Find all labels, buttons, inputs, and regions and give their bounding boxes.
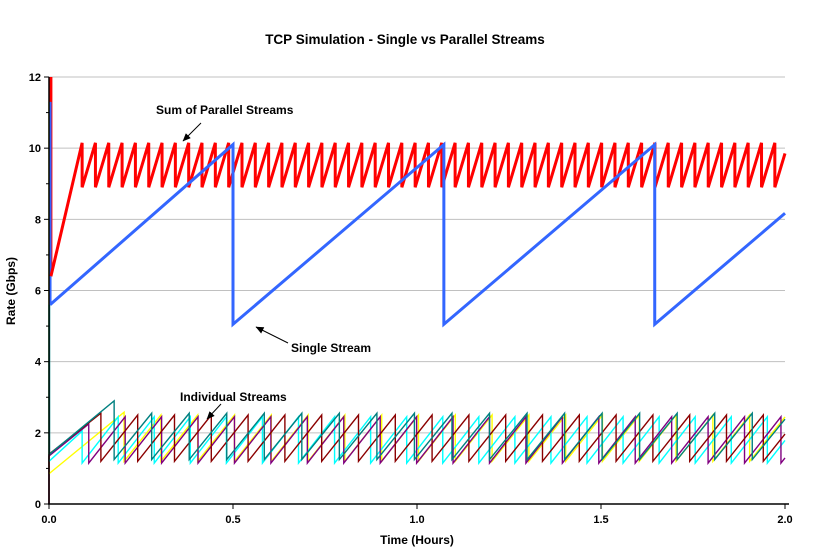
series-single-stream bbox=[49, 141, 786, 328]
x-axis-label: Time (Hours) bbox=[380, 533, 454, 547]
x-tick-label: 2.0 bbox=[777, 514, 792, 526]
x-tick-label: 0.0 bbox=[41, 514, 56, 526]
series-sum-of-parallel-streams bbox=[49, 142, 787, 277]
y-tick-label: 0 bbox=[35, 499, 41, 511]
y-tick-label: 10 bbox=[29, 143, 41, 155]
y-tick-label: 6 bbox=[35, 286, 41, 298]
annotation-sum-of-parallel-streams: Sum of Parallel Streams bbox=[156, 103, 294, 117]
chart-title: TCP Simulation - Single vs Parallel Stre… bbox=[265, 32, 545, 47]
x-tick-label: 0.5 bbox=[225, 514, 240, 526]
annotation-individual-streams: Individual Streams bbox=[180, 390, 287, 404]
y-tick-label: 4 bbox=[35, 357, 42, 369]
annotation-arrow bbox=[182, 122, 202, 142]
annotation-arrow bbox=[255, 326, 289, 344]
series-individual-stream-5 bbox=[49, 399, 786, 462]
series-individual-stream-2 bbox=[48, 414, 786, 466]
y-tick-label: 2 bbox=[35, 428, 41, 440]
x-tick-label: 1.5 bbox=[593, 514, 608, 526]
annotation-single-stream: Single Stream bbox=[291, 341, 372, 355]
y-tick-label: 8 bbox=[35, 214, 41, 226]
x-tick-label: 1.0 bbox=[409, 514, 424, 526]
y-axis-label: Rate (Gbps) bbox=[4, 257, 18, 326]
y-tick-label: 12 bbox=[29, 72, 41, 84]
annotation-arrow bbox=[206, 403, 222, 420]
